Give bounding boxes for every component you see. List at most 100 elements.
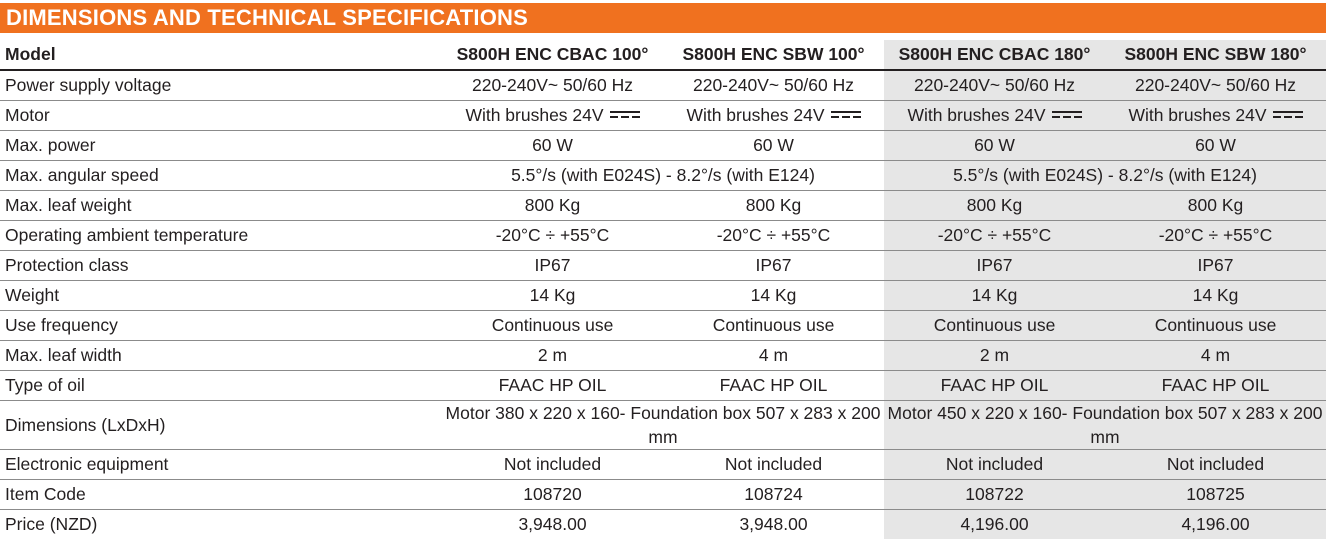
cell-value: -20°C ÷ +55°C [884, 220, 1105, 251]
direct-current-symbol-icon [1051, 110, 1082, 120]
cell-value: -20°C ÷ +55°C [663, 220, 884, 251]
table-row: Use frequency Continuous use Continuous … [0, 310, 1326, 341]
cell-value: With brushes 24V [1105, 100, 1326, 131]
row-label: Electronic equipment [0, 449, 442, 480]
table-row: Price (NZD) 3,948.00 3,948.00 4,196.00 4… [0, 509, 1326, 539]
cell-value: 220-240V~ 50/60 Hz [1105, 70, 1326, 101]
table-row: Max. power 60 W 60 W 60 W 60 W [0, 130, 1326, 161]
cell-value: 4 m [1105, 340, 1326, 371]
cell-value: 220-240V~ 50/60 Hz [442, 70, 663, 101]
cell-value: IP67 [884, 250, 1105, 281]
cell-value-merged: 5.5°/s (with E024S) - 8.2°/s (with E124) [442, 160, 884, 191]
cell-value: 60 W [663, 130, 884, 161]
cell-value: 60 W [442, 130, 663, 161]
cell-value: Not included [442, 449, 663, 480]
table-row: Power supply voltage 220-240V~ 50/60 Hz … [0, 70, 1326, 101]
row-label: Max. angular speed [0, 160, 442, 191]
cell-value: Not included [663, 449, 884, 480]
row-label: Item Code [0, 479, 442, 510]
cell-value: Continuous use [884, 310, 1105, 341]
cell-value: IP67 [663, 250, 884, 281]
cell-value: 14 Kg [442, 280, 663, 311]
cell-value: 14 Kg [884, 280, 1105, 311]
cell-value: With brushes 24V [442, 100, 663, 131]
row-label: Power supply voltage [0, 70, 442, 101]
cell-value-merged: 5.5°/s (with E024S) - 8.2°/s (with E124) [884, 160, 1326, 191]
motor-text: With brushes 24V [686, 105, 825, 125]
table-row: Max. angular speed 5.5°/s (with E024S) -… [0, 160, 1326, 191]
cell-value: 14 Kg [663, 280, 884, 311]
table-row: Weight 14 Kg 14 Kg 14 Kg 14 Kg [0, 280, 1326, 311]
direct-current-symbol-icon [609, 110, 640, 120]
cell-value: Not included [884, 449, 1105, 480]
table-header-row: Model S800H ENC CBAC 100° S800H ENC SBW … [0, 40, 1326, 71]
cell-value: FAAC HP OIL [1105, 370, 1326, 401]
cell-value: 4,196.00 [884, 509, 1105, 539]
cell-value: 60 W [884, 130, 1105, 161]
cell-value: 220-240V~ 50/60 Hz [884, 70, 1105, 101]
header-model-1: S800H ENC CBAC 100° [442, 40, 663, 71]
header-model-4: S800H ENC SBW 180° [1105, 40, 1326, 71]
cell-value: 3,948.00 [739, 514, 808, 534]
motor-text: With brushes 24V [907, 105, 1046, 125]
row-label: Use frequency [0, 310, 442, 341]
cell-value: FAAC HP OIL [884, 370, 1105, 401]
cell-value-merged: Motor 380 x 220 x 160- Foundation box 50… [442, 400, 884, 450]
cell-value: 108722 [884, 479, 1105, 510]
cell-value: Continuous use [663, 310, 884, 341]
cell-value: 60 W [1105, 130, 1326, 161]
header-model-2: S800H ENC SBW 100° [663, 40, 884, 71]
row-label: Weight [0, 280, 442, 311]
table-row: Protection class IP67 IP67 IP67 IP67 [0, 250, 1326, 281]
cell-value: With brushes 24V [663, 100, 884, 131]
cell-value: 4,196.00 [1105, 509, 1326, 539]
direct-current-symbol-icon [830, 110, 861, 120]
cell-value: IP67 [442, 250, 663, 281]
row-label: Operating ambient temperature [0, 220, 442, 251]
cell-value-merged: Motor 450 x 220 x 160- Foundation box 50… [884, 400, 1326, 450]
cell-value: 800 Kg [884, 190, 1105, 221]
motor-text: With brushes 24V [465, 105, 604, 125]
table-row: Max. leaf width 2 m 4 m 2 m 4 m [0, 340, 1326, 371]
cell-value: 108725 [1105, 479, 1326, 510]
specifications-table: Model S800H ENC CBAC 100° S800H ENC SBW … [0, 40, 1326, 539]
cell-value: -20°C ÷ +55°C [1105, 220, 1326, 251]
cell-value: 2 m [884, 340, 1105, 371]
row-label: Protection class [0, 250, 442, 281]
cell-value: -20°C ÷ +55°C [442, 220, 663, 251]
cell-value: 4 m [663, 340, 884, 371]
header-label-model: Model [0, 40, 442, 71]
row-label: Max. leaf weight [0, 190, 442, 221]
row-label: Type of oil [0, 370, 442, 401]
cell-value: 14 Kg [1105, 280, 1326, 311]
table-row: Dimensions (LxDxH) Motor 380 x 220 x 160… [0, 400, 1326, 450]
cell-value: 800 Kg [663, 190, 884, 221]
table-row: Type of oil FAAC HP OIL FAAC HP OIL FAAC… [0, 370, 1326, 401]
cell-value: 800 Kg [442, 190, 663, 221]
row-label: Motor [0, 100, 442, 131]
cell-value: 800 Kg [1105, 190, 1326, 221]
cell-value: 220-240V~ 50/60 Hz [663, 70, 884, 101]
row-label: Max. power [0, 130, 442, 161]
cell-value: 108720 [442, 479, 663, 510]
row-label: Price (NZD) [5, 514, 98, 534]
cell-value: Continuous use [1105, 310, 1326, 341]
cell-value: 2 m [442, 340, 663, 371]
cell-value: IP67 [1105, 250, 1326, 281]
row-label: Dimensions (LxDxH) [0, 400, 442, 450]
row-label: Max. leaf width [0, 340, 442, 371]
cell-value: FAAC HP OIL [663, 370, 884, 401]
table-row: Max. leaf weight 800 Kg 800 Kg 800 Kg 80… [0, 190, 1326, 221]
direct-current-symbol-icon [1272, 110, 1303, 120]
section-title-banner: DIMENSIONS AND TECHNICAL SPECIFICATIONS [0, 3, 1326, 33]
header-model-3: S800H ENC CBAC 180° [884, 40, 1105, 71]
table-row: Motor With brushes 24V With brushes 24V … [0, 100, 1326, 131]
table-row: Item Code 108720 108724 108722 108725 [0, 479, 1326, 510]
cell-value: 108724 [663, 479, 884, 510]
table-row: Operating ambient temperature -20°C ÷ +5… [0, 220, 1326, 251]
cell-value: Continuous use [442, 310, 663, 341]
motor-text: With brushes 24V [1128, 105, 1267, 125]
cell-value: Not included [1105, 449, 1326, 480]
table-row: Electronic equipment Not included Not in… [0, 449, 1326, 480]
